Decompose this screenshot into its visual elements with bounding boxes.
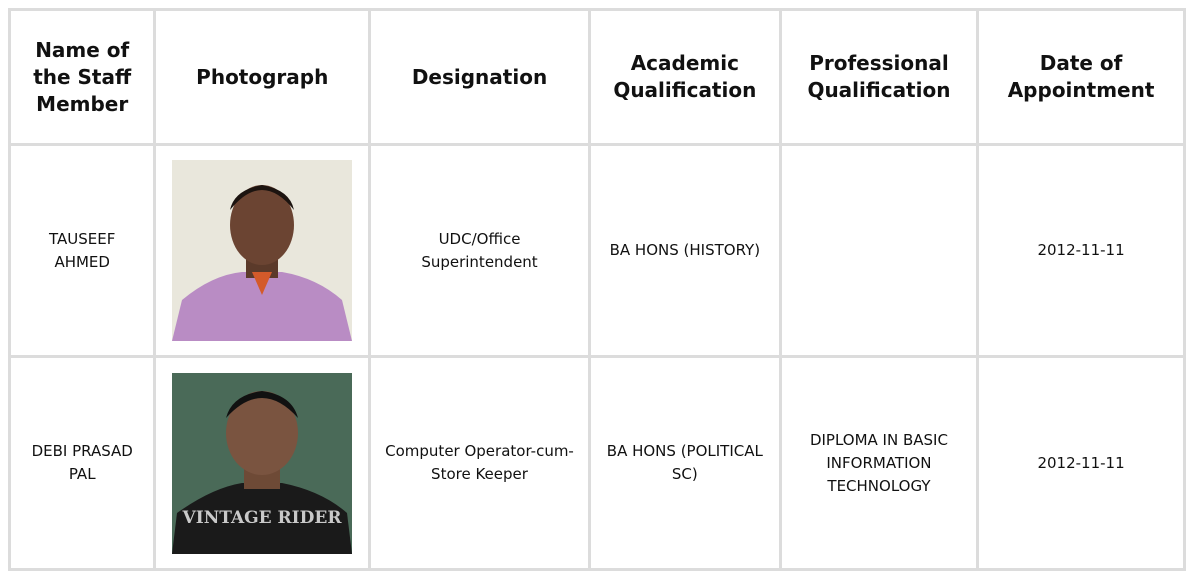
academic-cell: BA HONS (POLITICAL SC)	[587, 355, 782, 571]
shirt-text: VINTAGE RIDER	[182, 508, 343, 528]
header-cell: Designation	[368, 8, 591, 146]
professional-cell	[778, 143, 980, 358]
photo-cell	[153, 143, 372, 358]
header-cell: Name of the Staff Member	[7, 8, 157, 146]
photo-cell: VINTAGE RIDER	[153, 355, 372, 571]
staff-row: DEBI PRASAD PAL VINTAGE RIDER Computer O…	[7, 355, 1186, 571]
staff-table: Name of the Staff Member Photograph Desi…	[7, 8, 1186, 571]
header-cell: Photograph	[153, 8, 372, 146]
professional-cell: DIPLOMA IN BASIC INFORMATION TECHNOLOGY	[778, 355, 980, 571]
header-cell: Date of Appointment	[976, 8, 1186, 146]
staff-row: TAUSEEF AHMED UDC/Office Superintendent …	[7, 143, 1186, 358]
photo: VINTAGE RIDER	[172, 372, 353, 554]
photo	[172, 160, 353, 341]
name-cell: TAUSEEF AHMED	[7, 143, 157, 358]
designation-cell: UDC/Office Superintendent	[368, 143, 591, 358]
name-cell: DEBI PRASAD PAL	[7, 355, 157, 571]
date-cell: 2012-11-11	[976, 143, 1186, 358]
designation-cell: Computer Operator-cum-Store Keeper	[368, 355, 591, 571]
header-cell: Professional Qualification	[778, 8, 980, 146]
header-cell: Academic Qualification	[587, 8, 782, 146]
academic-cell: BA HONS (HISTORY)	[587, 143, 782, 358]
header-row: Name of the Staff Member Photograph Desi…	[7, 8, 1186, 146]
date-cell: 2012-11-11	[976, 355, 1186, 571]
